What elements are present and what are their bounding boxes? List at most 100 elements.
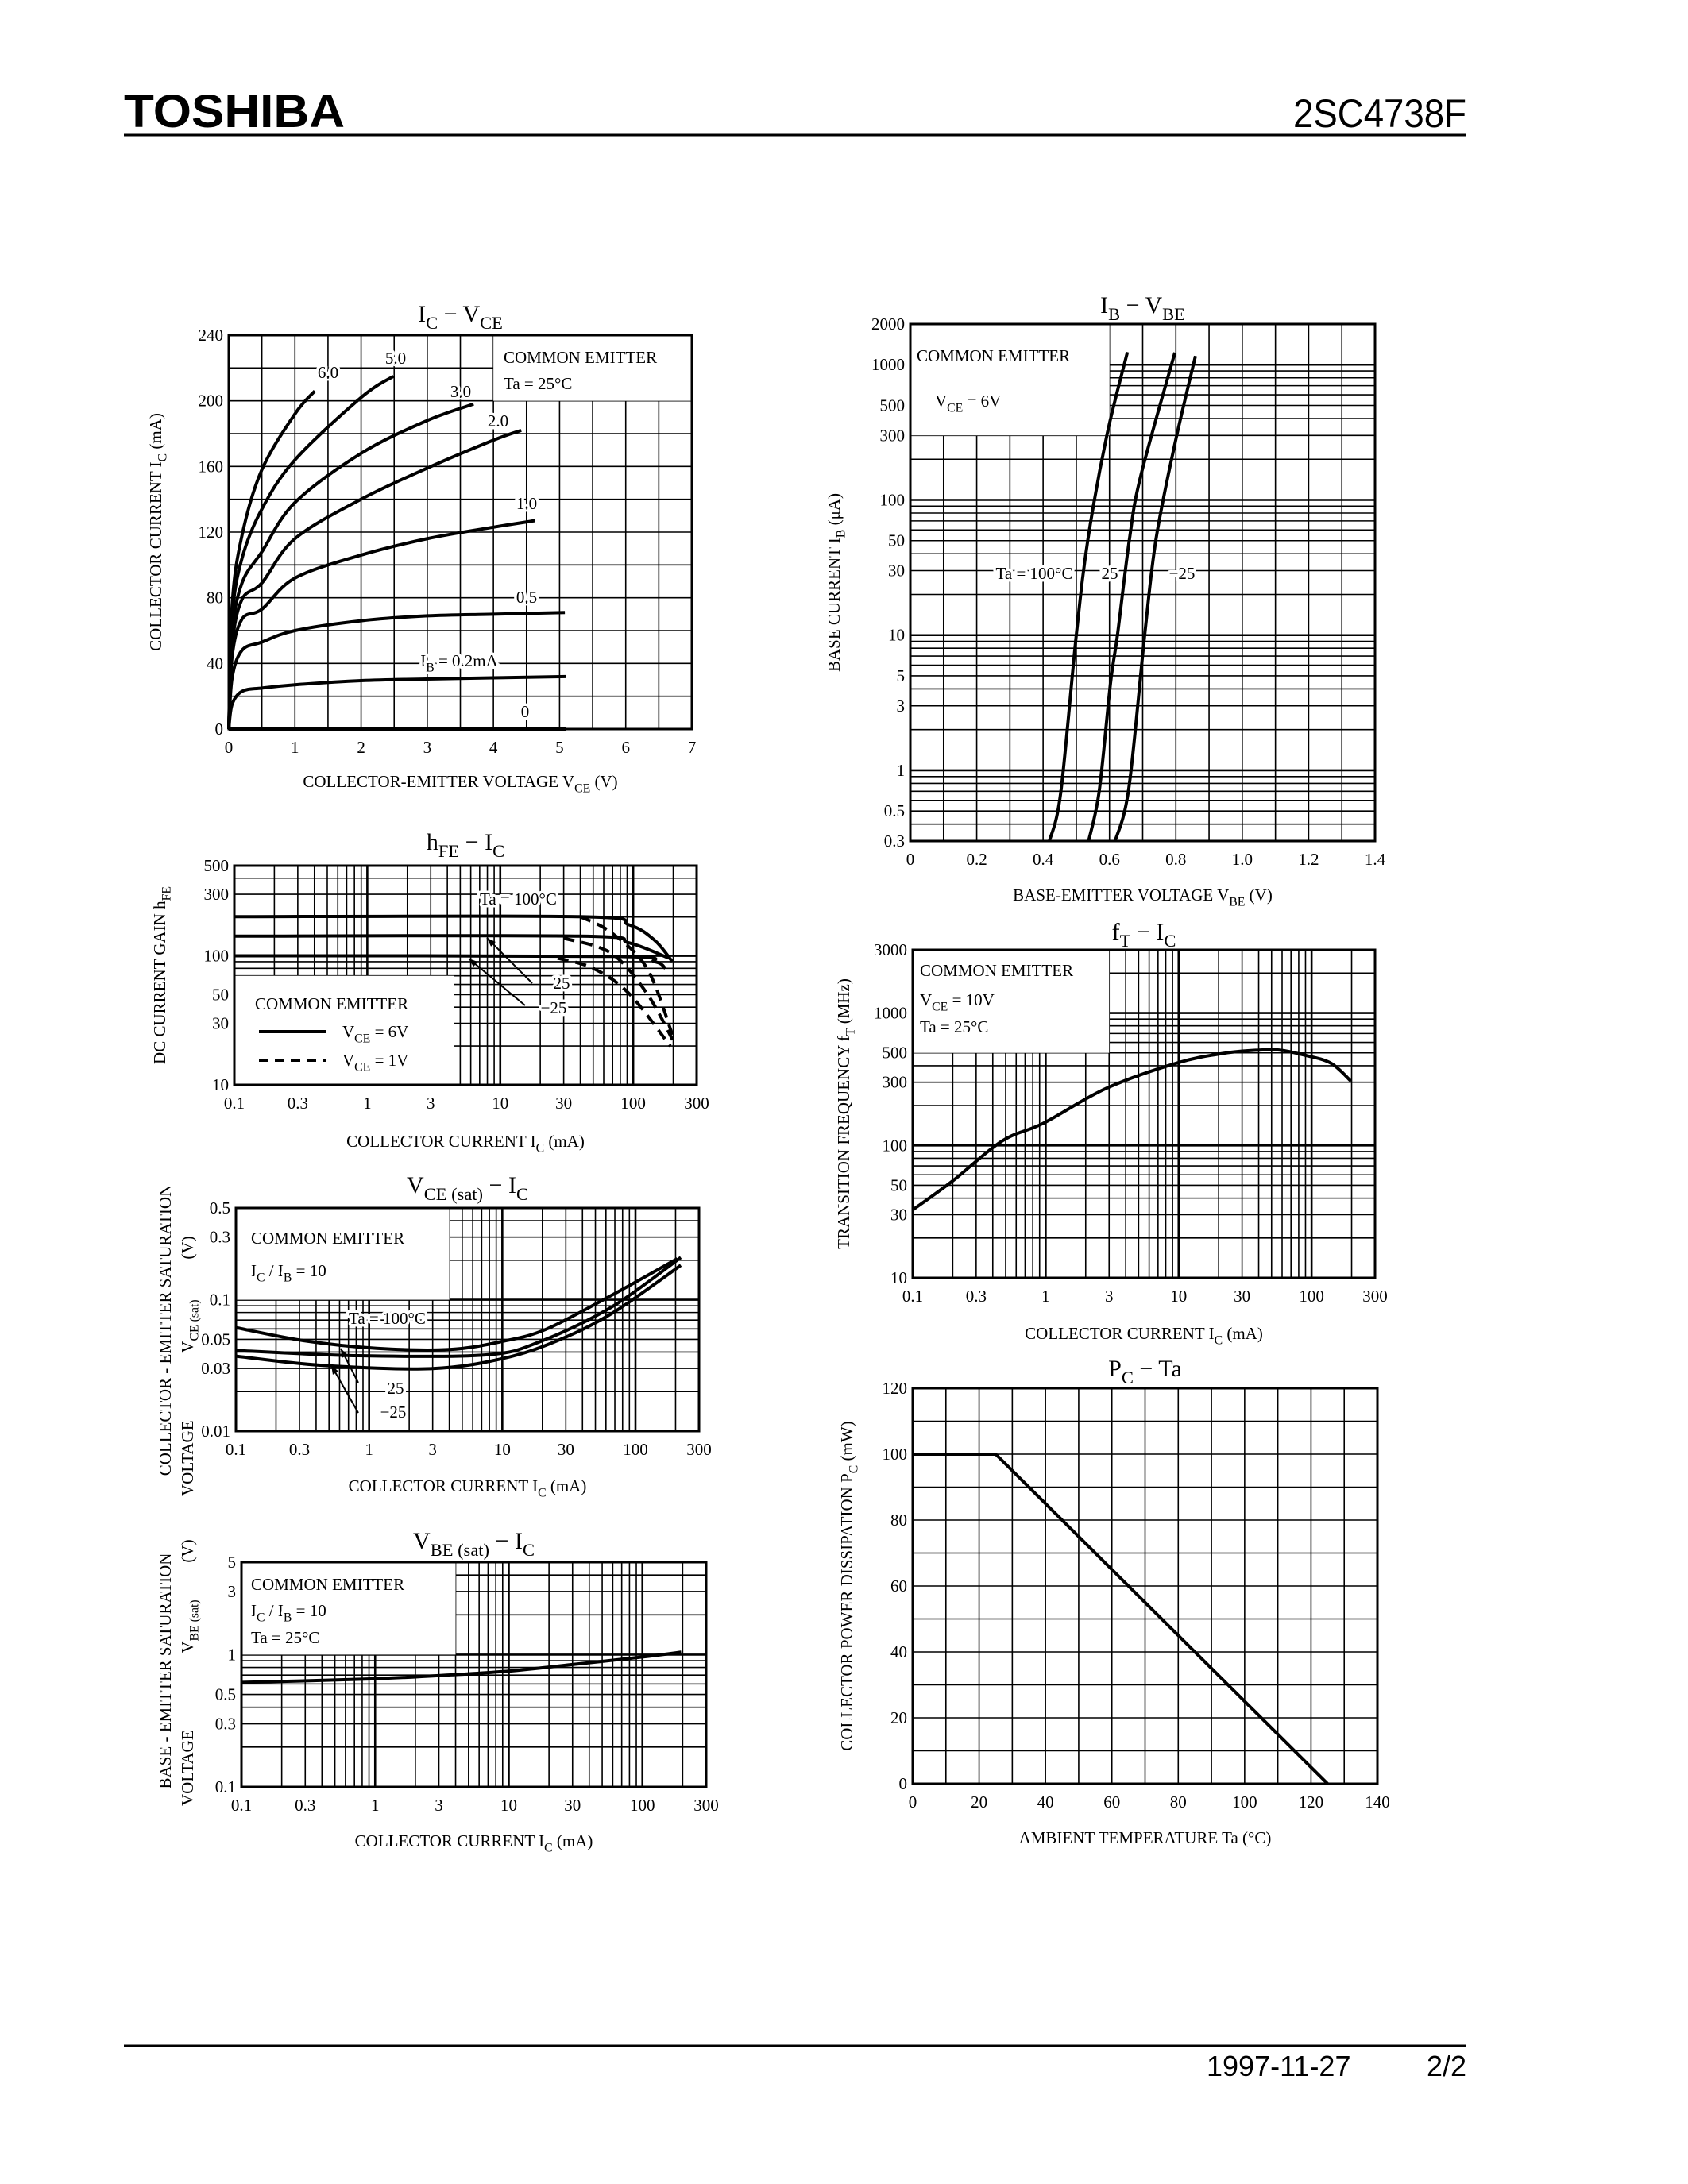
y-tick-label: 1 [897, 761, 906, 780]
annotation-part: = 6V [963, 392, 1001, 411]
y-axis-label-part: (μA) [825, 493, 844, 530]
y-tick-label: 1 [228, 1645, 237, 1664]
legend-area [241, 1562, 456, 1655]
y-axis-label: TRANSITION FREQUENCY fT (MHz) [834, 978, 857, 1249]
y-tick-label: 100 [883, 1136, 908, 1155]
annotation-part: B [284, 1611, 292, 1624]
annotation-part: COMMON EMITTER [504, 348, 657, 367]
y-axis-label-part: VOLTAGE [178, 1420, 197, 1496]
x-tick-label: 10 [500, 1796, 517, 1815]
curve [241, 1650, 682, 1684]
y-tick-label: 3 [228, 1582, 237, 1601]
y-axis-label-part: COLLECTOR CURRENT I [146, 461, 165, 650]
chart-title-part: − V [438, 301, 480, 327]
annotation-part: COMMON EMITTER [255, 994, 408, 1013]
y-tick-label: 0.01 [201, 1422, 230, 1441]
pointer-arrow [486, 937, 533, 984]
legend-area [236, 1208, 450, 1300]
annotation-part: 25 [554, 974, 570, 993]
x-axis-label-part: (mA) [553, 1831, 593, 1850]
x-tick-label: 0.1 [231, 1796, 252, 1815]
x-axis-label-part: (mA) [544, 1132, 585, 1151]
y-tick-label: 0 [215, 720, 224, 739]
y-tick-label: 0.1 [215, 1777, 236, 1796]
chart-title-part: − I [489, 1528, 523, 1554]
annotation: 25 [554, 974, 570, 993]
curve [234, 914, 674, 963]
y-tick-label: 10 [890, 1268, 907, 1287]
legend-area [493, 335, 692, 401]
y-axis-label-part: DC CURRENT GAIN h [150, 901, 169, 1064]
annotation: COMMON EMITTER [251, 1229, 404, 1248]
x-tick-label: 80 [1170, 1792, 1187, 1812]
curve [1087, 352, 1176, 842]
y-tick-label: 300 [204, 885, 230, 904]
annotation: COMMON EMITTER [920, 961, 1073, 980]
chart-title-part: − I [1130, 919, 1164, 945]
annotation: COMMON EMITTER [504, 348, 657, 367]
chart-title: PC − Ta [1108, 1356, 1182, 1387]
x-tick-label: 3 [427, 1094, 435, 1113]
y-tick-label: 5 [897, 666, 906, 685]
legend-label: VCE = 1V [342, 1051, 408, 1074]
y-axis-label-part: C [156, 453, 169, 462]
x-axis-label-part: BASE-EMITTER VOLTAGE V [1013, 886, 1229, 905]
x-tick-label: 0.1 [224, 1094, 245, 1113]
x-axis-label-part: AMBIENT TEMPERATURE Ta (°C) [1019, 1828, 1272, 1847]
y-axis-label-part: VOLTAGE [178, 1730, 197, 1806]
plot-frame [240, 1561, 708, 1788]
curve-label: 5.0 [385, 349, 406, 368]
curve-label-part: I [420, 651, 426, 670]
annotation-part: = 10 [292, 1261, 326, 1280]
plot-frame [234, 1206, 701, 1433]
chart-title-part: BE (sat) [431, 1540, 489, 1560]
x-tick-label: 1 [291, 738, 299, 757]
chart-title-part: BE [1162, 304, 1185, 324]
y-tick-label: 30 [212, 1013, 229, 1032]
chart-title-part: V [413, 1528, 431, 1554]
x-tick-label: 3 [1105, 1287, 1114, 1306]
chart-title-part: V [407, 1172, 424, 1198]
y-axis-label: VOLTAGE [178, 1730, 197, 1806]
legend-label-part: = 1V [370, 1051, 408, 1070]
x-tick-label: 30 [1234, 1287, 1250, 1306]
y-axis-label-part: FE [160, 886, 173, 901]
y-tick-label: 300 [880, 426, 906, 445]
y-tick-label: 0 [899, 1774, 908, 1793]
annotation: VCE = 10V [920, 990, 995, 1013]
curve [227, 674, 566, 730]
x-tick-label: 0 [906, 850, 915, 869]
chart-title: IC − VCE [418, 301, 503, 333]
x-axis-label-part: C [538, 1486, 547, 1499]
x-axis-label: COLLECTOR-EMITTER VOLTAGE VCE (V) [303, 772, 617, 795]
curve [235, 1257, 678, 1352]
legend-label-part: CE [354, 1060, 370, 1074]
curve [227, 428, 522, 730]
chart-title-part: CE [480, 313, 503, 333]
curve [913, 1453, 1329, 1785]
y-axis-label: BASE - EMITTER SATURATION [156, 1553, 175, 1789]
y-axis-label: DC CURRENT GAIN hFE [150, 886, 173, 1064]
curve-label-part: 0.5 [516, 588, 537, 607]
x-axis-label: COLLECTOR CURRENT IC (mA) [1025, 1324, 1263, 1347]
annotation-part: V [935, 392, 947, 411]
plot-frame [911, 948, 1377, 1279]
chart-title-part: C [492, 841, 504, 861]
annotation-part: COMMON EMITTER [251, 1229, 404, 1248]
y-tick-label: 100 [880, 490, 906, 509]
x-axis-label: COLLECTOR CURRENT IC (mA) [346, 1132, 585, 1155]
x-tick-label: 300 [1362, 1287, 1388, 1306]
annotation-part: −25 [541, 998, 567, 1017]
curve-label: IB = 0.2mA [420, 651, 498, 674]
curve [911, 1048, 1353, 1212]
x-axis-label: BASE-EMITTER VOLTAGE VBE (V) [1013, 886, 1273, 909]
x-tick-label: 30 [558, 1440, 574, 1459]
x-tick-label: 0 [225, 738, 234, 757]
x-axis-label: AMBIENT TEMPERATURE Ta (°C) [1019, 1828, 1272, 1847]
annotation-part: Ta = 25°C [251, 1628, 319, 1647]
y-tick-label: 0.1 [210, 1291, 230, 1310]
x-tick-label: 0.8 [1165, 850, 1186, 869]
chart-5: 0.1 0.3 1 3 10 30 100 300 0.1 0.3 0.5 1 3 5 VBE (sat) … [156, 1528, 719, 1854]
curve-label-part: −25 [380, 1403, 407, 1422]
